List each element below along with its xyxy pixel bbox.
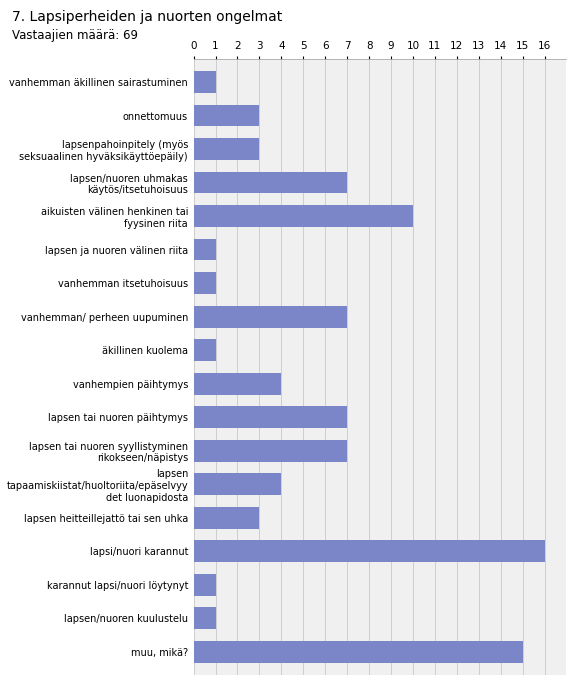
Bar <box>194 373 281 395</box>
Bar <box>194 440 347 462</box>
Bar <box>194 272 216 294</box>
Bar <box>194 238 216 260</box>
Bar <box>194 138 260 160</box>
Bar <box>194 105 260 126</box>
Bar <box>194 205 413 227</box>
Bar <box>194 540 544 562</box>
Bar <box>194 407 347 428</box>
Bar <box>194 339 216 361</box>
Text: Vastaajien määrä: 69: Vastaajien määrä: 69 <box>12 29 138 42</box>
Bar <box>194 507 260 528</box>
Bar <box>194 608 216 629</box>
Bar <box>194 71 216 93</box>
Text: 7. Lapsiperheiden ja nuorten ongelmat: 7. Lapsiperheiden ja nuorten ongelmat <box>12 10 282 24</box>
Bar <box>194 641 523 663</box>
Bar <box>194 172 347 194</box>
Bar <box>194 473 281 495</box>
Bar <box>194 306 347 327</box>
Bar <box>194 574 216 595</box>
